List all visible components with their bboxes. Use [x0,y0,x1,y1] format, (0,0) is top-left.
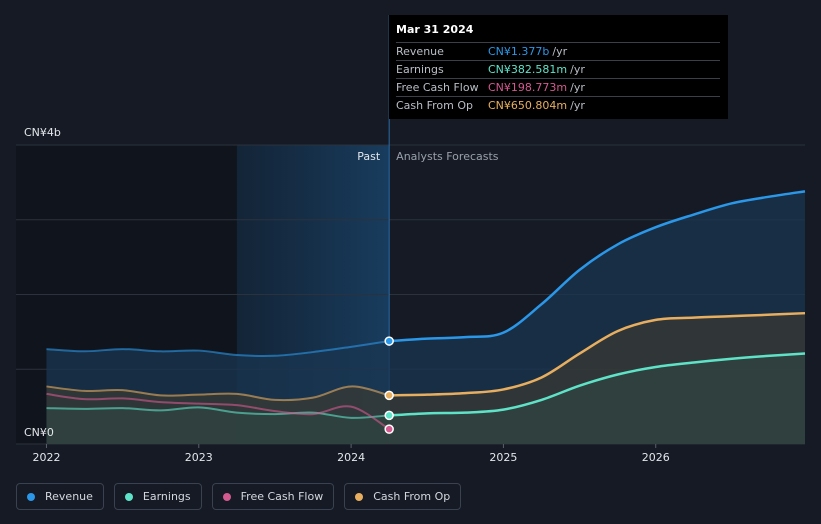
tooltip-unit: /yr [570,99,585,112]
tooltip-date: Mar 31 2024 [396,23,474,36]
legend-item-free-cash-flow[interactable]: Free Cash Flow [211,483,335,510]
legend-label: Cash From Op [373,490,451,503]
legend-item-cash-from-op[interactable]: Cash From Op [344,483,462,510]
revenue-dot-icon [27,492,35,501]
revenue-line-past [46,340,390,358]
tooltip-value: CN¥1.377b [488,45,550,58]
free-cash-flow-dot-icon [222,492,231,501]
tooltip-label: Revenue [396,45,444,58]
legend-item-earnings[interactable]: Earnings [113,483,202,510]
tooltip-row-cash-from-op: Cash From Op CN¥650.804m /yr [396,96,720,114]
tooltip-value: CN¥650.804m [488,99,568,112]
tooltip-label: Earnings [396,63,444,76]
tooltip-unit: /yr [552,45,568,58]
x-tick-label: 2025 [489,451,517,464]
y-axis-top-label: CN¥4b [24,126,61,139]
past-label: Past [357,150,381,163]
legend-label: Free Cash Flow [240,490,324,503]
tooltip-unit: /yr [570,81,585,94]
tooltip-value: CN¥382.581m [488,63,568,76]
cash-from-op-dot-icon [355,492,364,501]
tooltip-row-revenue: Revenue CN¥1.377b /yr [396,42,720,60]
revenue-marker [384,336,394,346]
tooltip-row-earnings: Earnings CN¥382.581m /yr [396,60,720,78]
y-axis-bottom-label: CN¥0 [24,426,54,439]
forecast-label: Analysts Forecasts [396,150,499,163]
tooltip-label: Free Cash Flow [396,81,479,94]
x-tick-label: 2026 [642,451,670,464]
legend-label: Earnings [142,490,191,503]
tooltip-value: CN¥198.773m [488,81,568,94]
tooltip-label: Cash From Op [396,99,474,112]
free-cash-flow-line-past [46,392,390,431]
earnings-line-forecast [389,352,806,417]
cash-from-op-line-past [46,385,390,402]
tooltip-row-free-cash-flow: Free Cash Flow CN¥198.773m /yr [396,78,720,96]
free-cash-flow-marker [384,424,394,434]
earnings-line-past [46,406,390,419]
x-tick-label: 2024 [337,451,365,464]
x-tick-label: 2023 [185,451,213,464]
tooltip: Mar 31 2024 Revenue CN¥1.377b /yr Earnin… [389,15,728,119]
revenue-line-forecast [389,190,806,343]
legend-label: Revenue [45,490,93,503]
legend-item-revenue[interactable]: Revenue [16,483,104,510]
earnings-dot-icon [124,492,133,501]
x-tick-label: 2022 [32,451,60,464]
tooltip-unit: /yr [570,63,585,76]
cash-from-op-line-forecast [389,311,806,397]
cash-from-op-marker [384,390,394,401]
earnings-marker [384,410,394,421]
legend: Revenue Earnings Free Cash Flow Cash Fro… [16,483,462,510]
